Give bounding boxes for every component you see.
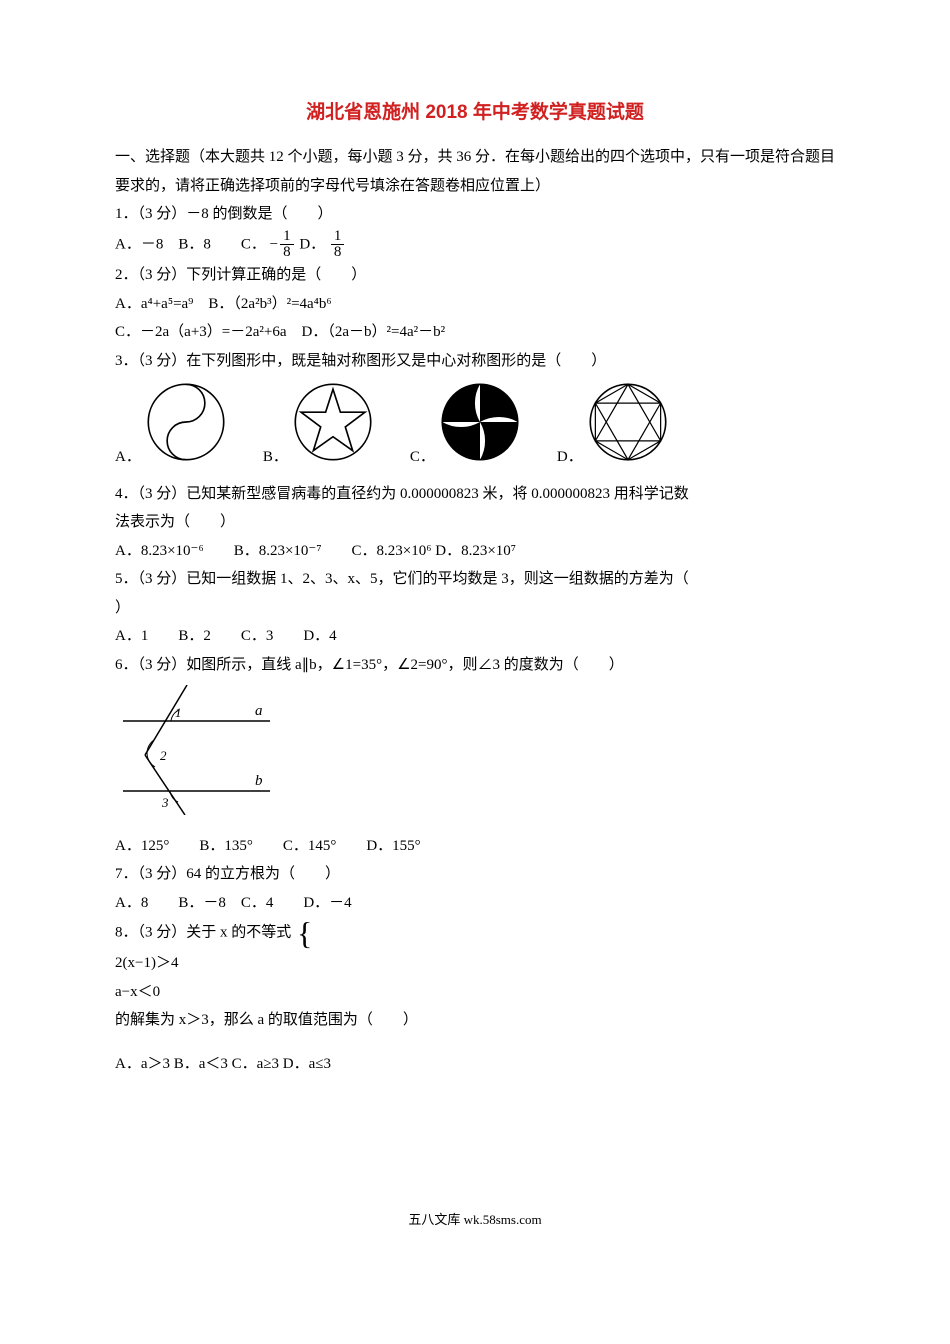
q6-diagram: 1 2 3 a b — [115, 685, 835, 826]
q3-options: A． B． C． — [115, 381, 835, 474]
q3-shape-d — [587, 381, 669, 474]
q4-opts: A．8.23×10⁻⁶ B．8.23×10⁻⁷ C．8.23×10⁶ D．8.2… — [115, 537, 835, 566]
q1-c-frac: 18 — [280, 229, 294, 262]
svg-text:3: 3 — [161, 795, 169, 810]
q8-row1: 2(x−1)＞4 — [115, 949, 835, 978]
q1-opt-mid: D． — [299, 236, 325, 252]
q2-opts-ab: A．a⁴+a⁵=a⁹ B．（2a²b³）²=4a⁴b⁶ — [115, 290, 835, 319]
page-footer: 五八文库 wk.58sms.com — [115, 1208, 835, 1233]
svg-text:2: 2 — [160, 748, 167, 763]
page-title: 湖北省恩施州 2018 年中考数学真题试题 — [115, 95, 835, 131]
q7-opts: A．8 B．－8 C．4 D．－4 — [115, 889, 835, 918]
q4-stem-l2: 法表示为（ ） — [115, 508, 835, 537]
q2-stem: 2．（3 分）下列计算正确的是（ ） — [115, 261, 835, 290]
q5-stem-l1: 5．（3 分）已知一组数据 1、2、3、x、5，它们的平均数是 3，则这一组数据… — [115, 565, 835, 594]
q5-opts: A．1 B．2 C．3 D．4 — [115, 622, 835, 651]
q3-label-c: C． — [410, 443, 435, 474]
q8-system: { — [297, 917, 312, 949]
q3-label-d: D． — [557, 443, 583, 474]
q1-d-frac: 18 — [331, 229, 345, 262]
q2-opts-cd: C．－2a（a+3）=－2a²+6a D．（2a－b）²=4a²－b² — [115, 318, 835, 347]
q3-shape-c — [439, 381, 521, 474]
q5-stem-l2: ） — [115, 594, 835, 623]
svg-text:b: b — [255, 773, 263, 789]
q7-stem: 7．（3 分）64 的立方根为（ ） — [115, 860, 835, 889]
q8-row2: a−x＜0 — [115, 978, 835, 1007]
q3-opt-a: A． — [115, 381, 227, 474]
q1-opt-ab: A．－8 B．8 C． — [115, 236, 266, 252]
q6-opts: A．125° B．135° C．145° D．155° — [115, 832, 835, 861]
q1-c-neg: − — [270, 236, 278, 252]
q3-stem: 3．（3 分）在下列图形中，既是轴对称图形又是中心对称图形的是（ ） — [115, 347, 835, 376]
svg-text:1: 1 — [175, 705, 182, 720]
q3-shape-a — [145, 381, 227, 474]
q8-post: 的解集为 x＞3，那么 a 的取值范围为（ ） — [115, 1012, 418, 1028]
q8-pre: 8．（3 分）关于 x 的不等式 — [115, 925, 291, 941]
q4-stem-l1: 4．（3 分）已知某新型感冒病毒的直径约为 0.000000823 米，将 0.… — [115, 480, 835, 509]
q8-opts: A．a＞3 B．a＜3 C．a≥3 D．a≤3 — [115, 1050, 835, 1079]
svg-text:a: a — [255, 703, 263, 719]
q3-opt-b: B． — [263, 381, 374, 474]
q3-shape-b — [292, 381, 374, 474]
q3-opt-c: C． — [410, 381, 521, 474]
q1-stem: 1．（3 分）－8 的倒数是（ ） — [115, 200, 835, 229]
q8-stem: 8．（3 分）关于 x 的不等式 { — [115, 917, 835, 949]
q3-label-a: A． — [115, 443, 141, 474]
q1-options: A．－8 B．8 C． −18 D． 18 — [115, 229, 835, 262]
q3-label-b: B． — [263, 443, 288, 474]
q6-stem: 6．（3 分）如图所示，直线 a∥b，∠1=35°，∠2=90°，则∠3 的度数… — [115, 651, 835, 680]
section-1-intro: 一、选择题（本大题共 12 个小题，每小题 3 分，共 36 分．在每小题给出的… — [115, 143, 835, 200]
q3-opt-d: D． — [557, 381, 669, 474]
